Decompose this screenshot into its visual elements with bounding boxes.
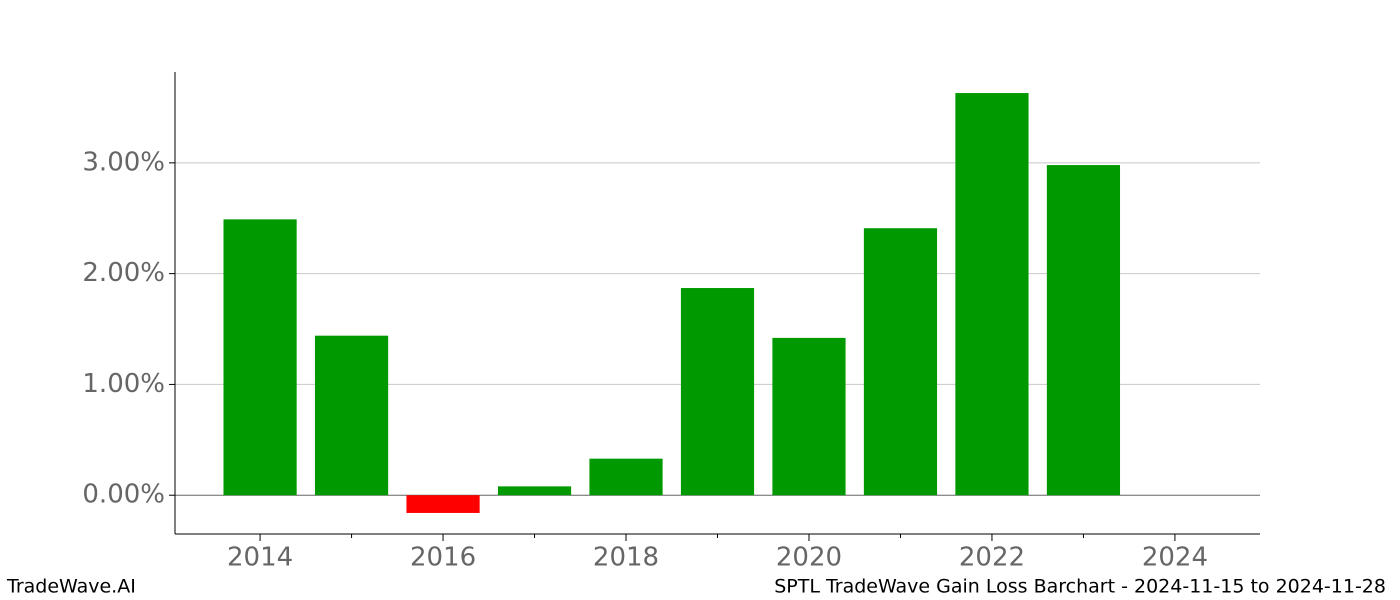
x-tick-label: 2020 [776,543,842,573]
bar [955,93,1029,496]
bar [497,486,572,496]
chart-title: SPTL TradeWave Gain Loss Barchart - 2024… [774,576,1386,598]
bar [589,458,663,496]
x-tick-label: 2022 [959,543,1025,573]
y-tick-label: 2.00% [82,258,165,288]
y-tick-label: 3.00% [82,147,165,177]
bar [406,495,480,513]
bar [680,288,755,496]
bar [863,228,938,496]
x-tick-label: 2018 [593,543,659,573]
x-tick-label: 2016 [410,543,476,573]
watermark: TradeWave.AI [6,576,136,598]
bar [223,219,297,496]
y-tick-label: 1.00% [82,369,165,399]
x-tick-label: 2014 [227,543,293,573]
bar [1046,165,1121,496]
x-tick-label: 2024 [1142,543,1208,573]
y-tick-label: 0.00% [82,480,165,510]
bar [314,335,389,496]
bar [772,337,846,496]
